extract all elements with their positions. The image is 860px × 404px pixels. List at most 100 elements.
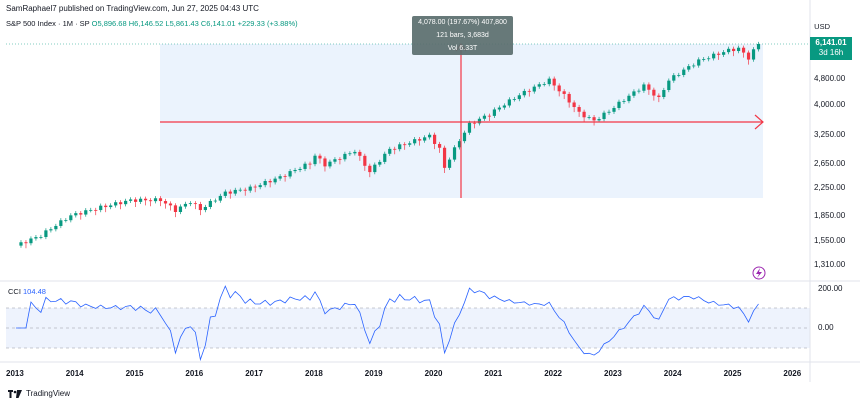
candle-body[interactable] — [188, 203, 193, 205]
candles[interactable] — [19, 41, 761, 249]
candle-body[interactable] — [741, 47, 746, 53]
candle-body[interactable] — [79, 213, 83, 215]
candle-body[interactable] — [727, 48, 731, 53]
candle-body[interactable] — [388, 148, 392, 154]
candle-body[interactable] — [313, 155, 317, 165]
candle-body[interactable] — [303, 163, 307, 169]
candle-body[interactable] — [677, 74, 681, 76]
candle-body[interactable] — [19, 242, 23, 246]
candle-body[interactable] — [517, 95, 521, 100]
candle-body[interactable] — [652, 89, 656, 96]
candle-body[interactable] — [44, 230, 48, 238]
candle-body[interactable] — [393, 148, 397, 150]
candle-body[interactable] — [403, 144, 407, 146]
candle-body[interactable] — [717, 53, 721, 55]
candle-body[interactable] — [263, 181, 267, 186]
candle-body[interactable] — [158, 198, 163, 202]
candle-body[interactable] — [756, 44, 761, 50]
candle-body[interactable] — [433, 134, 437, 144]
candle-body[interactable] — [722, 52, 726, 55]
candle-body[interactable] — [353, 151, 357, 154]
candle-body[interactable] — [672, 75, 676, 81]
candle-body[interactable] — [736, 47, 741, 52]
candle-body[interactable] — [298, 168, 302, 170]
candle-body[interactable] — [228, 191, 232, 194]
cci-line[interactable] — [16, 285, 759, 362]
candle-body[interactable] — [487, 115, 492, 117]
candle-body[interactable] — [522, 90, 526, 96]
candle-body[interactable] — [587, 117, 591, 118]
footer-brand[interactable]: TradingView — [8, 389, 70, 398]
candle-body[interactable] — [203, 206, 207, 211]
candle-body[interactable] — [193, 203, 197, 205]
candle-body[interactable] — [512, 99, 516, 100]
candle-body[interactable] — [268, 181, 272, 183]
candle-body[interactable] — [198, 204, 202, 211]
symbol-name[interactable]: S&P 500 Index · 1M · SP — [6, 19, 90, 28]
candle-body[interactable] — [527, 90, 531, 92]
candle-body[interactable] — [278, 176, 282, 179]
candle-body[interactable] — [413, 139, 417, 144]
candle-body[interactable] — [467, 122, 472, 133]
candle-body[interactable] — [667, 80, 671, 91]
candle-body[interactable] — [134, 199, 138, 202]
candle-body[interactable] — [502, 105, 506, 108]
candle-body[interactable] — [288, 171, 292, 177]
candle-body[interactable] — [178, 206, 183, 212]
candle-body[interactable] — [712, 53, 716, 59]
candle-body[interactable] — [592, 117, 596, 121]
candle-body[interactable] — [358, 151, 362, 156]
candle-body[interactable] — [173, 205, 178, 212]
candle-body[interactable] — [143, 198, 148, 201]
candle-body[interactable] — [567, 93, 571, 103]
candle-body[interactable] — [597, 119, 601, 121]
candle-body[interactable] — [129, 199, 133, 201]
candle-body[interactable] — [447, 159, 452, 168]
candle-body[interactable] — [373, 164, 377, 173]
candle-body[interactable] — [343, 153, 347, 160]
candle-body[interactable] — [398, 144, 402, 150]
cci-legend[interactable]: CCI 104.48 — [8, 287, 46, 296]
candle-body[interactable] — [208, 200, 212, 207]
candle-body[interactable] — [577, 107, 581, 112]
candle-body[interactable] — [692, 65, 696, 67]
candle-body[interactable] — [148, 200, 153, 202]
candle-body[interactable] — [408, 143, 412, 145]
candle-body[interactable] — [612, 107, 616, 112]
candle-body[interactable] — [418, 139, 422, 141]
lightning-icon[interactable] — [752, 266, 766, 280]
candle-body[interactable] — [557, 85, 561, 92]
candle-body[interactable] — [582, 111, 586, 118]
candle-body[interactable] — [607, 111, 611, 113]
candle-body[interactable] — [637, 90, 641, 92]
candle-body[interactable] — [109, 205, 113, 208]
symbol-legend[interactable]: S&P 500 Index · 1M · SP O5,896.68 H6,146… — [6, 19, 298, 28]
candle-body[interactable] — [452, 147, 457, 160]
candle-body[interactable] — [213, 200, 217, 202]
candle-body[interactable] — [49, 229, 53, 231]
candle-body[interactable] — [273, 178, 277, 183]
candle-body[interactable] — [602, 112, 606, 120]
candle-body[interactable] — [163, 201, 168, 204]
candle-body[interactable] — [328, 161, 332, 167]
candle-body[interactable] — [462, 132, 467, 142]
candle-body[interactable] — [492, 109, 496, 116]
candle-body[interactable] — [138, 198, 143, 202]
candle-body[interactable] — [547, 78, 551, 85]
candle-body[interactable] — [647, 84, 651, 90]
candle-body[interactable] — [308, 163, 312, 165]
candle-body[interactable] — [627, 95, 631, 102]
candle-body[interactable] — [153, 198, 158, 202]
candle-body[interactable] — [746, 52, 751, 60]
candle-body[interactable] — [507, 99, 511, 106]
candle-body[interactable] — [39, 237, 43, 238]
candle-body[interactable] — [94, 209, 98, 211]
candle-body[interactable] — [532, 86, 536, 92]
candle-body[interactable] — [751, 49, 756, 60]
candle-body[interactable] — [442, 147, 447, 168]
candle-body[interactable] — [248, 186, 252, 191]
cci-name[interactable]: CCI — [8, 287, 21, 296]
candle-body[interactable] — [697, 59, 701, 66]
candle-body[interactable] — [662, 90, 666, 98]
